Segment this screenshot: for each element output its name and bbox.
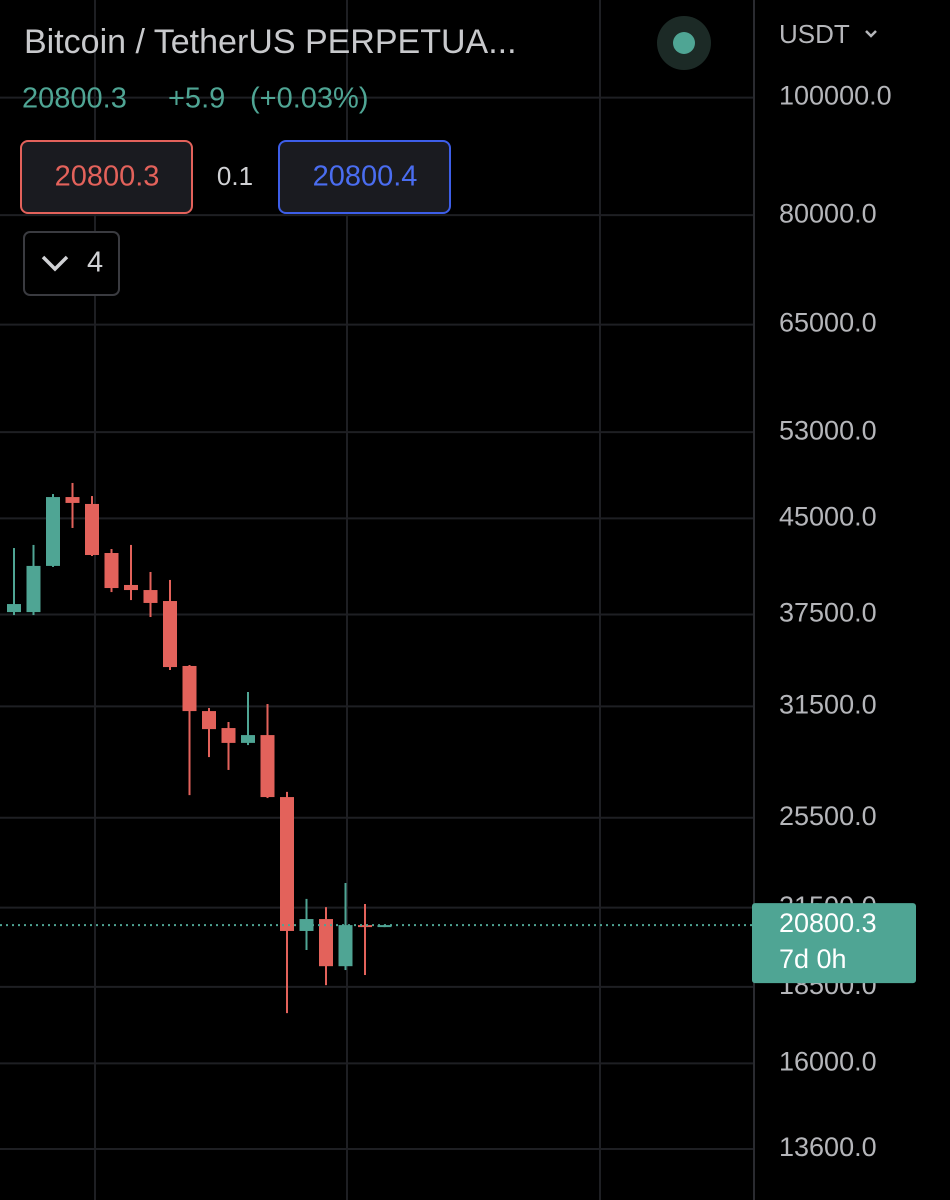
candle-body xyxy=(143,590,158,603)
countdown-label: 7d 0h xyxy=(779,944,847,974)
symbol-title: Bitcoin / TetherUS PERPETUA... xyxy=(24,23,517,61)
currency-label[interactable]: USDT xyxy=(779,19,850,49)
candle-body xyxy=(7,604,21,613)
candle-body xyxy=(358,925,372,928)
sell-button[interactable] xyxy=(20,140,193,214)
y-tick-label: 16000.0 xyxy=(779,1046,877,1076)
y-tick-label: 100000.0 xyxy=(779,81,892,111)
candle-body xyxy=(85,503,99,556)
ask-price[interactable]: 20800.4 xyxy=(313,161,418,193)
y-tick-label: 80000.0 xyxy=(779,198,877,228)
candle-body xyxy=(319,919,333,967)
spread: 0.1 xyxy=(217,161,253,191)
candle-body xyxy=(182,665,197,712)
candle-body xyxy=(202,711,216,730)
status-dot xyxy=(673,32,695,54)
y-tick-label: 37500.0 xyxy=(779,598,877,628)
price-axis: 100000.0 80000.0 65000.0 53000.0 45000.0 3750… xyxy=(752,81,916,1162)
candle-body xyxy=(221,728,236,743)
candle-body xyxy=(26,565,41,613)
indicators-chevron[interactable] xyxy=(41,255,69,272)
y-tick-label: 25500.0 xyxy=(779,801,877,831)
buy-button[interactable] xyxy=(278,140,451,214)
candle-body xyxy=(65,497,80,503)
candle-body xyxy=(260,735,275,798)
candle-body xyxy=(46,497,60,566)
y-tick-label: 31500.0 xyxy=(779,689,877,719)
indicators-toggle[interactable] xyxy=(23,231,120,296)
currency-chevron[interactable] xyxy=(865,30,877,38)
bid-price[interactable]: 20800.3 xyxy=(55,161,160,193)
header-change-pct: (+0.03%) xyxy=(250,83,368,115)
candle-body xyxy=(163,601,177,668)
candle-body xyxy=(338,925,353,967)
indicator-count[interactable]: 4 xyxy=(87,247,103,279)
candle-body xyxy=(377,925,392,928)
y-tick-label: 45000.0 xyxy=(779,502,877,532)
last-price-label: 20800.3 xyxy=(779,908,877,938)
candle-body xyxy=(124,584,138,591)
header-change: +5.9 xyxy=(168,83,225,115)
last-price-tag xyxy=(752,903,916,984)
header-last: 20800.3 xyxy=(22,83,127,115)
candle-body xyxy=(280,797,294,931)
y-tick-label: 13600.0 xyxy=(779,1132,877,1162)
candle-body xyxy=(241,735,255,743)
y-tick-label: 65000.0 xyxy=(779,308,877,338)
y-tick-label: 53000.0 xyxy=(779,415,877,445)
plot xyxy=(0,96,754,1151)
candle-body xyxy=(104,553,119,589)
